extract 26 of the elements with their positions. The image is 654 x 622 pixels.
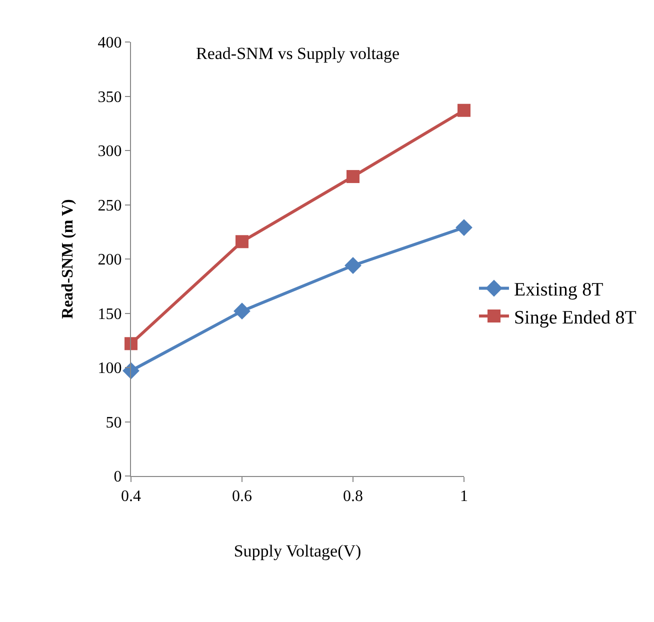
y-tick-label: 350	[98, 88, 122, 106]
y-axis-title: Read-SNM (m V)	[60, 199, 77, 319]
x-tick-label: 0.6	[232, 488, 252, 506]
point	[236, 235, 248, 248]
y-tick-label: 300	[98, 143, 122, 160]
point	[124, 337, 138, 350]
point	[344, 257, 362, 274]
chart-title: Read-SNM vs Supply voltage	[196, 44, 400, 63]
y-tick-label: 50	[106, 414, 122, 432]
legend-label: Existing 8T	[514, 280, 604, 301]
x-tick-label: 0.4	[121, 488, 141, 506]
point	[346, 170, 360, 184]
x-tick-label: 0.8	[343, 488, 363, 506]
y-tick-label: 250	[98, 197, 122, 214]
x-axis-title: Supply Voltage(V)	[234, 542, 362, 561]
y-tick-label: 100	[98, 360, 122, 378]
point	[456, 219, 472, 236]
x-tick-label: 1	[460, 488, 468, 506]
point	[122, 362, 140, 380]
y-tick-label: 400	[98, 34, 122, 52]
y-tick-label: 0	[114, 468, 122, 486]
point	[234, 302, 250, 320]
legend-label: Singe Ended 8T	[514, 307, 637, 328]
y-tick-label: 150	[98, 306, 122, 323]
point	[458, 104, 470, 117]
y-tick-label: 200	[98, 252, 122, 269]
